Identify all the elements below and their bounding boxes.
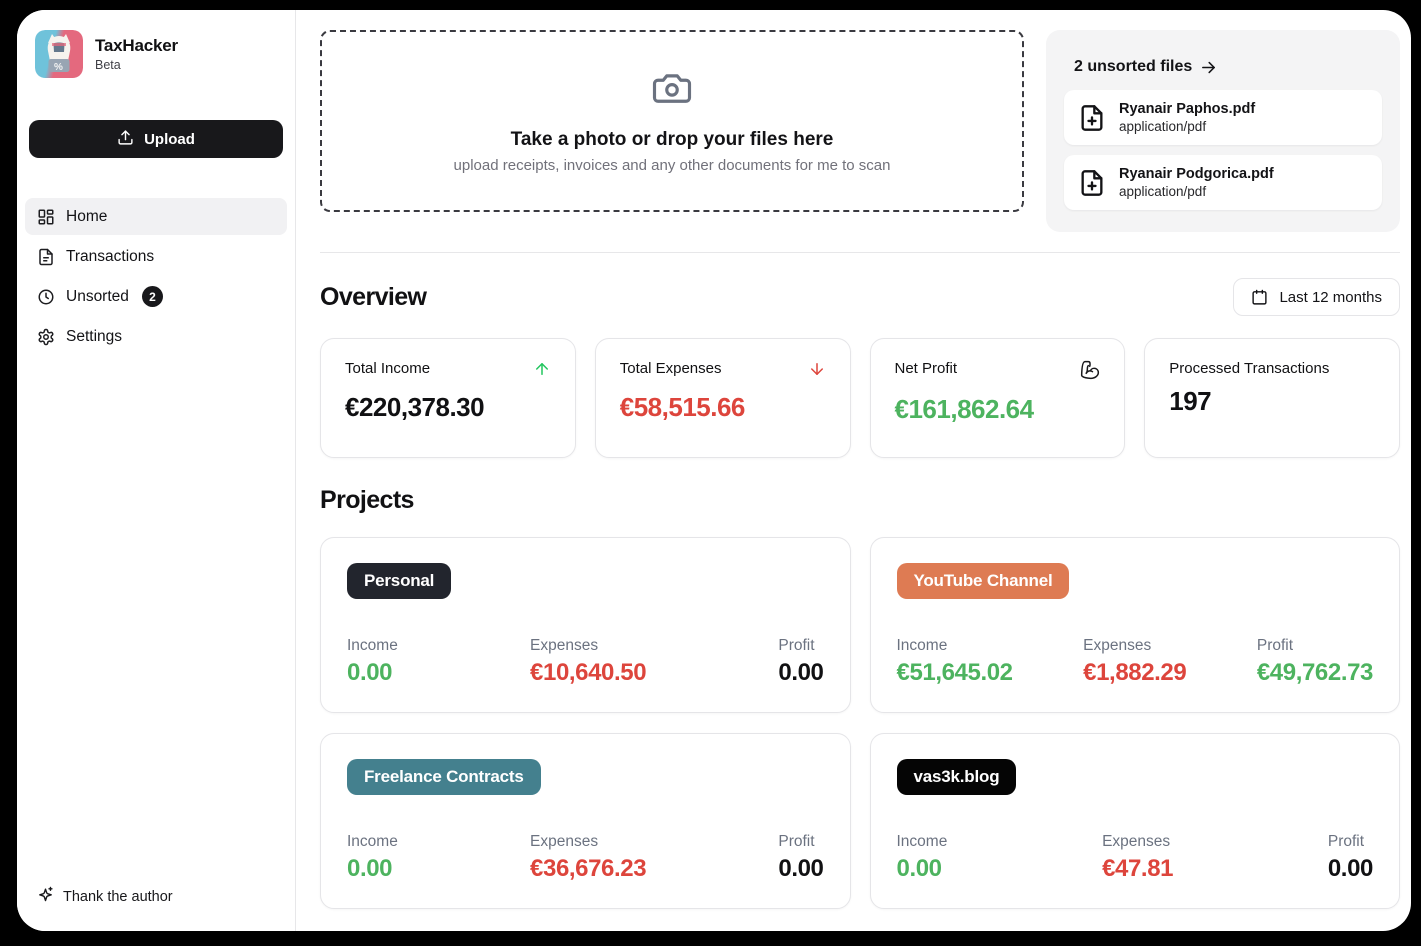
unsorted-files-panel: 2 unsorted files Ryanair Paphos.pdf appl… — [1046, 30, 1400, 232]
upload-button[interactable]: Upload — [29, 120, 283, 158]
project-card-freelance-contracts: Freelance Contracts Income 0.00 Expenses… — [320, 733, 851, 909]
sidebar-item-label: Unsorted — [66, 287, 129, 305]
unsorted-file-item[interactable]: Ryanair Podgorica.pdf application/pdf — [1064, 155, 1382, 210]
project-expenses: Expenses €36,676.23 — [530, 833, 647, 882]
app-badge: Beta — [95, 58, 121, 72]
project-income: Income 0.00 — [347, 637, 398, 686]
stat-value: €220,378.30 — [345, 392, 485, 422]
dropzone-title: Take a photo or drop your files here — [510, 129, 834, 150]
sidebar-item-settings[interactable]: Settings — [25, 318, 287, 355]
arrow-right-icon — [1200, 59, 1217, 76]
app-title: TaxHacker — [95, 36, 178, 55]
project-profit: Profit 0.00 — [778, 833, 824, 882]
app-window: % TaxHacker Beta Upload Home — [17, 10, 1411, 931]
stat-value: 197 — [1169, 386, 1212, 416]
sidebar-item-label: Settings — [66, 327, 123, 345]
sidebar: % TaxHacker Beta Upload Home — [17, 10, 296, 931]
project-profit: Profit 0.00 — [1327, 833, 1374, 882]
overview-cards: Total Income €220,378.30 Total Expenses … — [320, 338, 1400, 458]
sidebar-item-unsorted[interactable]: Unsorted 2 — [25, 278, 287, 315]
stat-label: Net Profit — [894, 360, 958, 377]
project-profit: Profit 0.00 — [778, 637, 824, 686]
file-dropzone[interactable]: Take a photo or drop your files here upl… — [320, 30, 1024, 212]
overview-title: Overview — [320, 282, 427, 311]
sidebar-item-label: Home — [66, 207, 108, 225]
stat-value: €161,862.64 — [894, 394, 1035, 424]
stat-card-total-expenses: Total Expenses €58,515.66 — [594, 338, 851, 458]
stat-card-total-income: Total Income €220,378.30 — [320, 338, 576, 458]
file-type: application/pdf — [1119, 119, 1207, 134]
unsorted-files-title[interactable]: 2 unsorted files — [1064, 50, 1382, 90]
biceps-icon — [1080, 360, 1100, 385]
project-cards: Personal Income 0.00 Expenses €10,640.50… — [320, 537, 1400, 909]
dropzone-subtitle: upload receipts, invoices and any other … — [453, 157, 891, 174]
document-icon — [37, 248, 55, 266]
stat-label: Processed Transactions — [1169, 360, 1330, 377]
project-expenses: Expenses €1,882.29 — [1083, 637, 1187, 686]
projects-title: Projects — [320, 486, 414, 514]
period-filter-button[interactable]: Last 12 months — [1233, 278, 1400, 316]
sparkles-icon — [37, 886, 54, 907]
project-badge[interactable]: Freelance Contracts — [347, 759, 541, 795]
sidebar-item-transactions[interactable]: Transactions — [25, 238, 287, 275]
gear-icon — [37, 328, 55, 346]
sidebar-nav: Home Transactions Unsorted 2 Settings — [25, 198, 287, 355]
stat-card-processed-transactions: Processed Transactions 197 — [1144, 338, 1400, 458]
file-type: application/pdf — [1119, 184, 1207, 199]
svg-text:%: % — [54, 62, 63, 73]
project-profit: Profit €49,762.73 — [1256, 637, 1374, 686]
file-plus-icon — [1078, 169, 1106, 197]
stat-label: Total Income — [345, 360, 431, 377]
project-card-vas3k-blog: vas3k.blog Income 0.00 Expenses €47.81 P… — [869, 733, 1400, 909]
dashboard-icon — [37, 208, 55, 226]
file-name: Ryanair Paphos.pdf — [1119, 101, 1256, 117]
project-card-personal: Personal Income 0.00 Expenses €10,640.50… — [320, 537, 851, 713]
project-badge[interactable]: vas3k.blog — [896, 759, 1017, 795]
sidebar-item-home[interactable]: Home — [25, 198, 287, 235]
project-card-youtube-channel: YouTube Channel Income €51,645.02 Expens… — [869, 537, 1400, 713]
project-income: Income €51,645.02 — [896, 637, 1014, 686]
project-badge[interactable]: Personal — [347, 563, 452, 599]
project-income: Income 0.00 — [896, 833, 948, 882]
project-expenses: Expenses €47.81 — [1102, 833, 1174, 882]
calendar-icon — [1251, 289, 1268, 306]
unsorted-file-item[interactable]: Ryanair Paphos.pdf application/pdf — [1064, 90, 1382, 145]
section-divider — [320, 252, 1400, 253]
project-expenses: Expenses €10,640.50 — [530, 637, 647, 686]
stat-card-net-profit: Net Profit €161,862.64 — [869, 338, 1126, 458]
project-income: Income 0.00 — [347, 833, 398, 882]
arrow-up-icon — [533, 360, 551, 383]
app-logo-row: % TaxHacker Beta — [25, 24, 287, 78]
arrow-down-icon — [808, 360, 826, 383]
thank-author-link[interactable]: Thank the author — [25, 878, 287, 915]
camera-icon — [651, 68, 693, 115]
upload-icon — [117, 129, 134, 150]
stat-value: €58,515.66 — [619, 392, 746, 422]
unsorted-count-badge: 2 — [141, 286, 163, 307]
sidebar-item-label: Transactions — [66, 247, 155, 265]
app-logo-icon: % — [35, 30, 83, 78]
main-content: Take a photo or drop your files here upl… — [296, 10, 1411, 931]
stat-label: Total Expenses — [619, 360, 722, 377]
file-name: Ryanair Podgorica.pdf — [1119, 166, 1274, 182]
project-badge[interactable]: YouTube Channel — [896, 563, 1070, 599]
file-plus-icon — [1078, 104, 1106, 132]
clock-icon — [37, 288, 55, 306]
